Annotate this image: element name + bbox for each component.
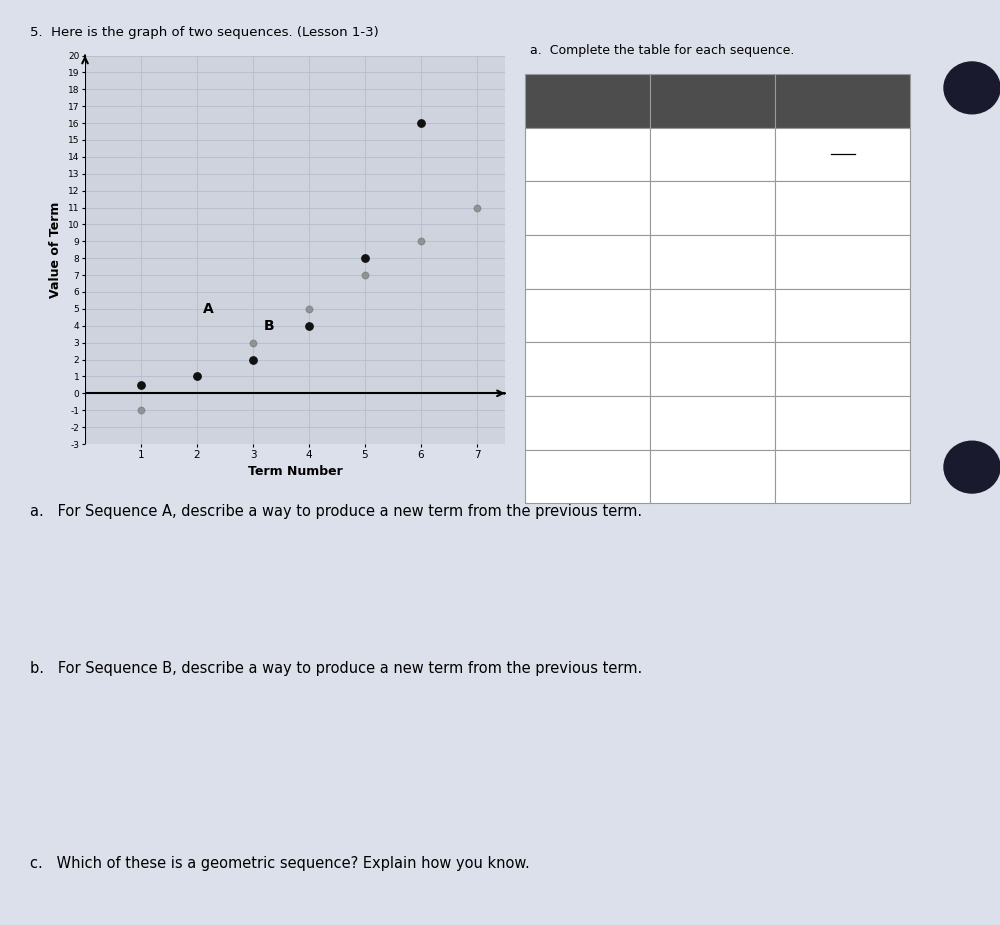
Text: Sequence A: Sequence A: [674, 94, 751, 107]
Y-axis label: Value of Term: Value of Term: [49, 202, 62, 298]
Point: [133, 377, 149, 392]
Text: Sequence B: Sequence B: [804, 94, 881, 107]
Text: a.   For Sequence A, describe a way to produce a new term from the previous term: a. For Sequence A, describe a way to pro…: [30, 504, 642, 519]
Text: 1: 1: [839, 135, 846, 148]
Text: b.   For Sequence B, describe a way to produce a new term from the previous term: b. For Sequence B, describe a way to pro…: [30, 661, 642, 676]
Text: 6: 6: [584, 416, 591, 429]
Point: [245, 335, 261, 350]
Text: A: A: [203, 302, 213, 315]
Text: 3: 3: [584, 255, 591, 268]
Text: 1: 1: [584, 148, 591, 161]
Text: Term Number: Term Number: [543, 94, 632, 107]
Point: [301, 302, 317, 316]
Point: [469, 200, 485, 215]
Point: [357, 251, 373, 265]
Text: 2: 2: [584, 202, 591, 215]
Point: [357, 267, 373, 282]
Text: 7: 7: [584, 470, 592, 483]
Text: 5: 5: [584, 363, 592, 376]
Text: -1: -1: [706, 148, 719, 161]
Point: [413, 116, 429, 130]
Text: 4: 4: [584, 309, 591, 322]
Text: 2: 2: [839, 161, 846, 174]
Point: [301, 318, 317, 333]
Text: 5.  Here is the graph of two sequences. (Lesson 1-3): 5. Here is the graph of two sequences. (…: [30, 26, 379, 39]
Text: a.  Complete the table for each sequence.: a. Complete the table for each sequence.: [530, 44, 794, 57]
Point: [189, 369, 205, 384]
Point: [133, 402, 149, 417]
Text: B: B: [264, 319, 275, 333]
Point: [413, 234, 429, 249]
Text: c.   Which of these is a geometric sequence? Explain how you know.: c. Which of these is a geometric sequenc…: [30, 856, 530, 870]
Point: [245, 352, 261, 367]
X-axis label: Term Number: Term Number: [248, 465, 342, 478]
Point: [189, 369, 205, 384]
